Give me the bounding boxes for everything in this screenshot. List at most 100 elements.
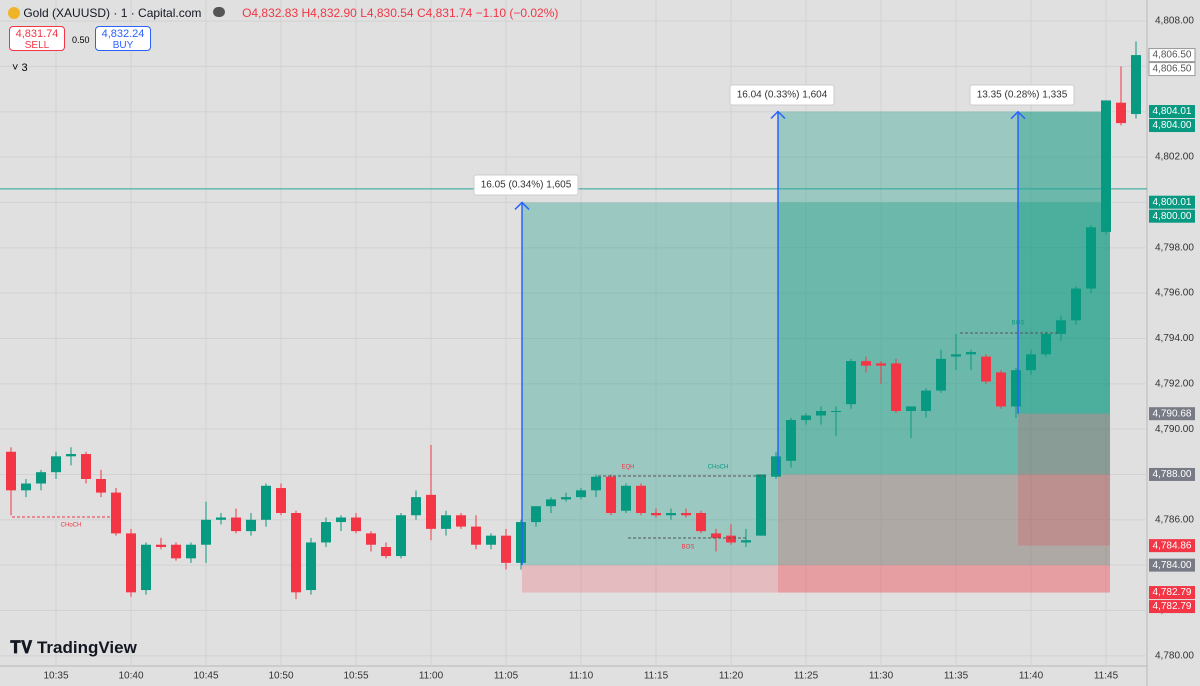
x-tick-label: 10:55 <box>343 671 368 682</box>
price-label: 4,784.86 <box>1153 540 1192 551</box>
x-tick-label: 10:45 <box>193 671 218 682</box>
candle-body <box>1086 227 1096 289</box>
x-tick-label: 10:40 <box>118 671 143 682</box>
annotation: BOS <box>682 545 695 551</box>
candle-body <box>1026 354 1036 371</box>
price-label: 4,782.79 <box>1153 587 1192 598</box>
candle-body <box>591 476 601 491</box>
candle-body <box>876 363 886 366</box>
header: Gold (XAUUSD) · 1 · Capital.com O4,832.8… <box>8 6 558 20</box>
sell-price: 4,831.74 <box>15 28 59 40</box>
candle-body <box>951 354 961 357</box>
x-tick-label: 11:25 <box>794 671 819 682</box>
y-tick-label: 4,794.00 <box>1155 333 1194 344</box>
candle-body <box>486 535 496 545</box>
candle-body <box>456 515 466 527</box>
candle-body <box>246 519 256 532</box>
y-tick-label: 4,808.00 <box>1155 16 1194 27</box>
symbol-icon <box>8 7 20 19</box>
candle-body <box>846 361 856 405</box>
candle-body <box>576 490 586 498</box>
logo: 𝐓𝐕 TradingView <box>10 638 137 658</box>
range-label-box <box>969 84 1075 106</box>
candle-body <box>156 544 166 547</box>
price-label: 4,800.01 <box>1153 197 1192 208</box>
spread: 0.50 <box>72 35 90 45</box>
candle-body <box>891 363 901 411</box>
candle-body <box>696 512 706 532</box>
candle-body <box>981 356 991 382</box>
sell-button[interactable]: 4,831.74 SELL <box>9 26 65 51</box>
range-label: 16.05 (0.34%) 1,605 <box>481 180 572 191</box>
x-tick-label: 11:00 <box>419 671 444 682</box>
y-tick-label: 4,786.00 <box>1155 514 1194 525</box>
candle-body <box>606 476 616 513</box>
price-label-box <box>1149 209 1195 223</box>
ohlc-high: H4,832.90 <box>301 6 357 20</box>
candle-body <box>636 485 646 513</box>
price-label: 4,804.01 <box>1153 106 1192 117</box>
candle-body <box>666 512 676 516</box>
candle-body <box>381 546 391 557</box>
price-label-box <box>1149 539 1195 553</box>
x-tick-label: 11:45 <box>1094 671 1119 682</box>
price-label: 4,806.50 <box>1153 64 1192 75</box>
x-tick-label: 10:50 <box>268 671 293 682</box>
price-label-box <box>1149 407 1195 421</box>
candle-body <box>336 517 346 523</box>
price-label: 4,790.68 <box>1153 408 1192 419</box>
candle-body <box>531 506 541 523</box>
candle-body <box>501 535 511 563</box>
symbol[interactable]: Gold (XAUUSD) · 1 · Capital.com <box>23 6 202 20</box>
candle-body <box>96 478 106 493</box>
candle-body <box>216 517 226 520</box>
candle-body <box>1101 100 1111 232</box>
candle-body <box>546 499 556 507</box>
candle-body <box>291 512 301 593</box>
buy-button[interactable]: 4,832.24 BUY <box>95 26 151 51</box>
y-tick-label: 4,792.00 <box>1155 378 1194 389</box>
indicators-toggle[interactable]: ˅ 3 <box>12 62 28 74</box>
candle-body <box>201 519 211 545</box>
logo-text: TradingView <box>36 638 137 657</box>
x-tick-label: 11:05 <box>494 671 519 682</box>
candle-body <box>726 535 736 543</box>
range-label-box <box>473 174 579 196</box>
candle-body <box>51 456 61 473</box>
candle-body <box>921 390 931 411</box>
candle-body <box>261 485 271 520</box>
candle-body <box>621 485 631 511</box>
status-icon <box>212 7 225 17</box>
candle-body <box>321 522 331 543</box>
candle-body <box>366 533 376 545</box>
stop-zone <box>778 474 1110 593</box>
candle-body <box>996 372 1006 407</box>
price-label: 4,788.00 <box>1153 469 1192 480</box>
candle-body <box>786 420 796 461</box>
candle-body <box>171 544 181 559</box>
candle-body <box>936 358 946 391</box>
price-label: 4,784.00 <box>1153 560 1192 571</box>
price-label-box <box>1149 105 1195 119</box>
indicator-count: 3 <box>21 62 28 74</box>
candle-body <box>906 406 916 411</box>
stop-zone <box>522 565 1110 593</box>
x-tick-label: 10:35 <box>43 671 68 682</box>
candle-body <box>561 497 571 500</box>
candle-body <box>471 526 481 545</box>
y-tick-label: 4,780.00 <box>1155 650 1194 661</box>
x-tick-label: 11:40 <box>1019 671 1044 682</box>
x-tick-label: 11:35 <box>944 671 969 682</box>
candle-body <box>66 454 76 457</box>
arrow-head <box>1010 110 1026 120</box>
candle-body <box>1056 320 1066 334</box>
x-tick-label: 11:15 <box>644 671 669 682</box>
candle-body <box>141 544 151 591</box>
y-tick-label: 4,802.00 <box>1155 152 1194 163</box>
y-tick-label: 4,790.00 <box>1155 424 1194 435</box>
candle-body <box>36 472 46 484</box>
price-label-box <box>1149 558 1195 572</box>
candle-body <box>801 415 811 421</box>
price-label-box <box>1149 586 1195 600</box>
